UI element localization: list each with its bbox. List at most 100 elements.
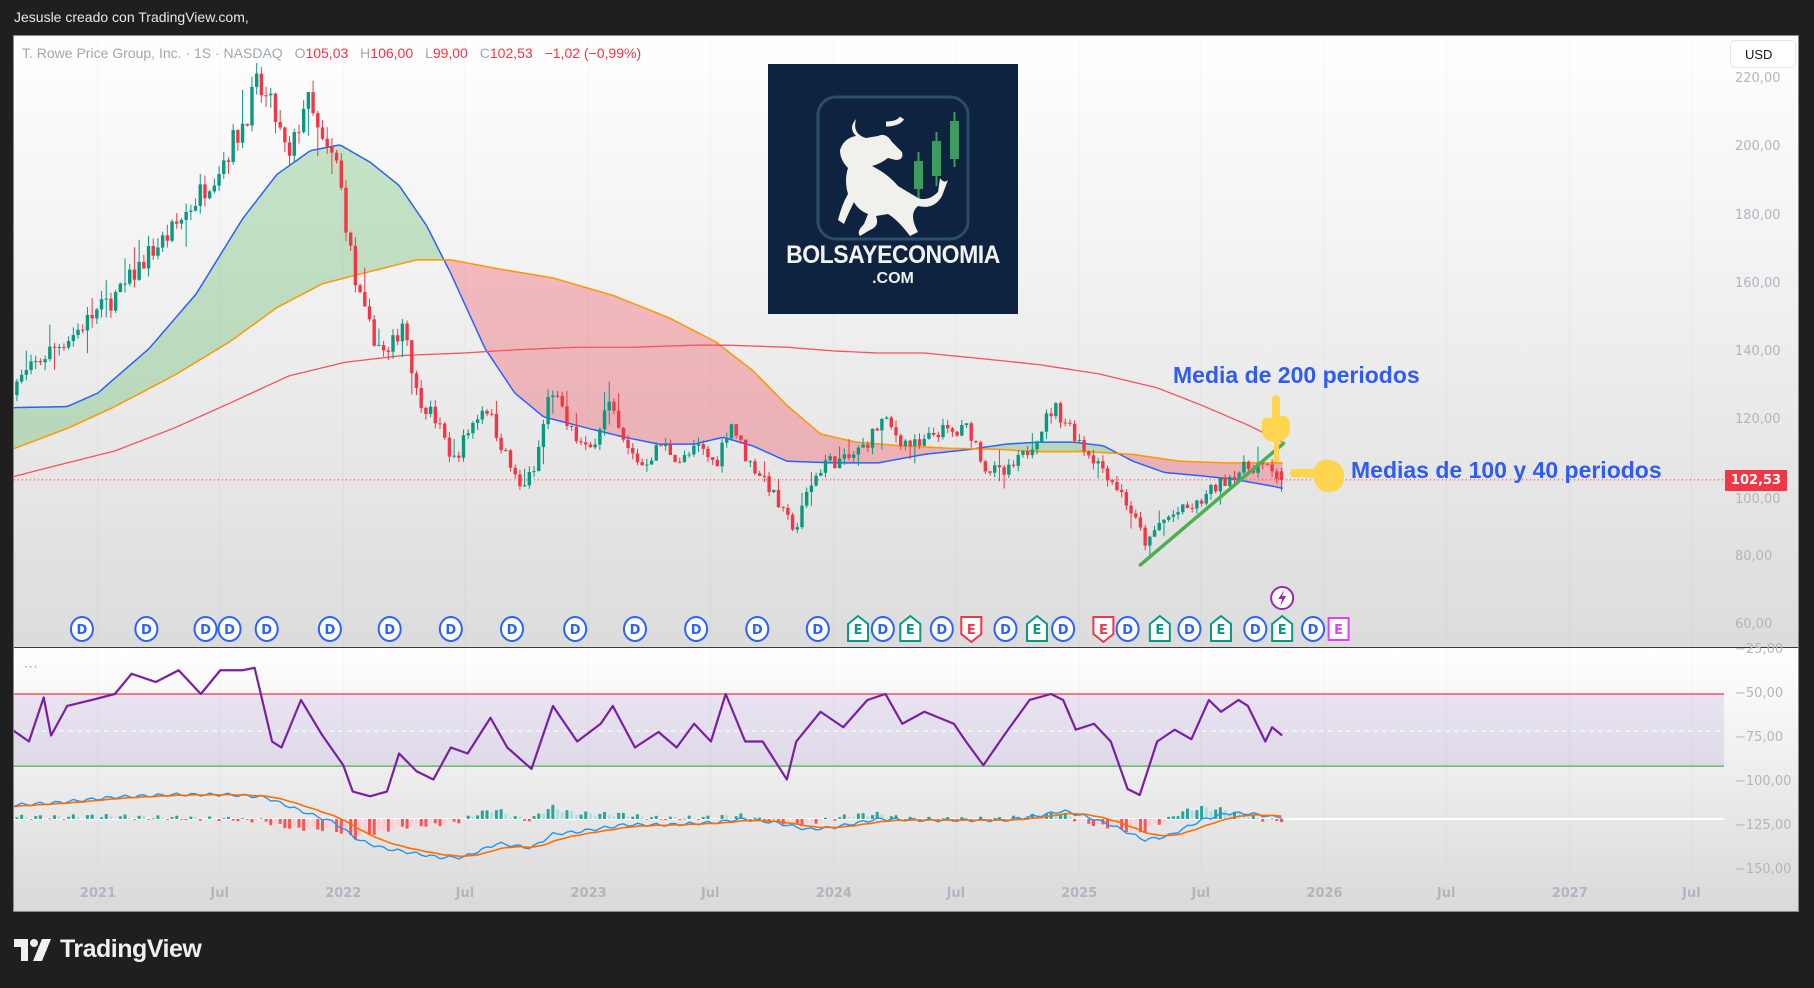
event-label: D [936,623,947,638]
dividend-marker[interactable]: D [377,616,402,642]
time-tick: Jul [455,886,475,901]
candle-body [917,439,922,446]
macd-histogram-bar [100,817,104,819]
dividend-icon [193,616,218,642]
candle-body [866,444,870,448]
macd-histogram-bar [1153,818,1157,824]
trendline[interactable] [1138,441,1286,567]
candle-body [311,92,315,114]
indicator-pane[interactable] [14,648,1798,911]
candle-body [875,428,879,431]
macd-histogram-bar [1007,818,1011,820]
last-price-tag: 102,53 [1725,470,1787,491]
macd-histogram-bar [1223,810,1227,819]
dividend-marker[interactable]: D [134,616,159,642]
macd-histogram-bar [560,812,564,819]
symbol-legend[interactable]: T. Rowe Price Group, Inc. · 1S · NASDAQ … [22,45,642,61]
dividend-marker[interactable]: D [193,616,218,642]
macd-histogram-bar [795,818,799,825]
dividend-icon [69,616,94,642]
candle-body [400,323,405,342]
macd-histogram-bar [593,816,597,819]
event-label: D [630,623,641,638]
candle-body [405,323,409,341]
macd-histogram-bar [833,818,837,821]
macd-histogram-bar [208,816,212,819]
pane-separator[interactable] [14,647,1798,648]
candle-body [706,448,710,458]
earnings-beat-marker[interactable]: E [1148,614,1171,642]
candle-body [889,417,894,428]
earnings-miss-marker[interactable]: E [1092,616,1115,644]
dividend-marker[interactable]: D [929,616,954,642]
earnings-beat-marker[interactable]: E [1025,614,1048,642]
dividend-marker[interactable]: D [993,616,1018,642]
currency-button[interactable]: USD [1730,40,1796,68]
dividend-marker[interactable]: D [1243,616,1268,642]
macd-histogram-bar [725,815,729,819]
candle-body [367,306,372,320]
earnings-beat-marker[interactable]: E [847,614,870,642]
candle-body [1265,464,1270,466]
macd-histogram-bar [1138,818,1142,833]
bolsayeconomia-logo: BOLSAYECONOMIA .COM [768,64,1018,314]
macd-histogram-bar [706,815,710,819]
earnings-miss-marker[interactable]: E [960,616,983,644]
indicator-menu-button[interactable]: ··· [24,660,39,674]
earnings-beat-marker[interactable]: E [1270,586,1295,642]
candle-body [607,401,611,411]
macd-histogram-bar [1176,816,1180,819]
annotation-ma200[interactable]: Media de 200 periodos [1173,362,1420,388]
dividend-marker[interactable]: D [805,616,830,642]
dividend-marker[interactable]: D [563,616,588,642]
dividend-marker[interactable]: D [870,616,895,642]
dividend-marker[interactable]: D [317,616,342,642]
dividend-marker[interactable]: D [745,616,770,642]
candle-body [913,439,917,447]
candle-body [29,361,33,371]
annotation-ma100-40[interactable]: Medias de 100 y 40 periodos [1351,457,1662,483]
earnings-beat-marker[interactable]: E [1210,614,1232,642]
candle-body [1030,449,1035,456]
candle-body [574,426,579,442]
candle-body [475,419,480,423]
tradingview-logo[interactable]: TradingView [14,935,202,964]
candle-body [11,386,14,395]
macd-histogram-bar [278,818,282,824]
earnings-down-icon [1092,616,1115,644]
dividend-marker[interactable]: D [1301,616,1326,642]
dividend-marker[interactable]: D [684,616,709,642]
candle-body [1270,464,1274,472]
dividend-marker[interactable]: D [69,616,94,642]
dividend-marker[interactable]: D [622,616,647,642]
dividend-marker[interactable]: D [1051,616,1076,642]
macd-histogram-bar [612,816,616,819]
candle-body [941,424,945,438]
dividend-marker[interactable]: D [1115,616,1140,642]
candle-body [560,395,564,407]
macd-histogram-bar [194,817,198,819]
dividend-marker[interactable]: D [217,616,242,642]
dividend-marker[interactable]: D [438,616,463,642]
dividend-marker[interactable]: D [499,616,524,642]
candle-body [767,476,771,493]
macd-histogram-bar [678,818,682,821]
price-tick: 200,00 [1735,139,1781,155]
candle-body [344,187,348,233]
dividend-marker[interactable]: D [1177,616,1202,642]
dividend-marker[interactable]: D [254,616,279,642]
macd-histogram-bar [565,810,569,819]
oscillators [14,666,1724,860]
candle-body [663,444,668,447]
earnings-upcoming-marker[interactable]: E [1327,617,1350,641]
macd-histogram-bar [894,815,898,819]
time-tick: Jul [1436,886,1456,901]
macd-histogram-bar [203,818,207,820]
macd-histogram-bar [814,818,818,824]
candle-body [772,489,776,493]
candle-body [1119,489,1124,493]
price-tick: 100,00 [1735,492,1781,507]
candle-body [184,211,188,220]
earnings-beat-marker[interactable]: E [899,614,922,642]
